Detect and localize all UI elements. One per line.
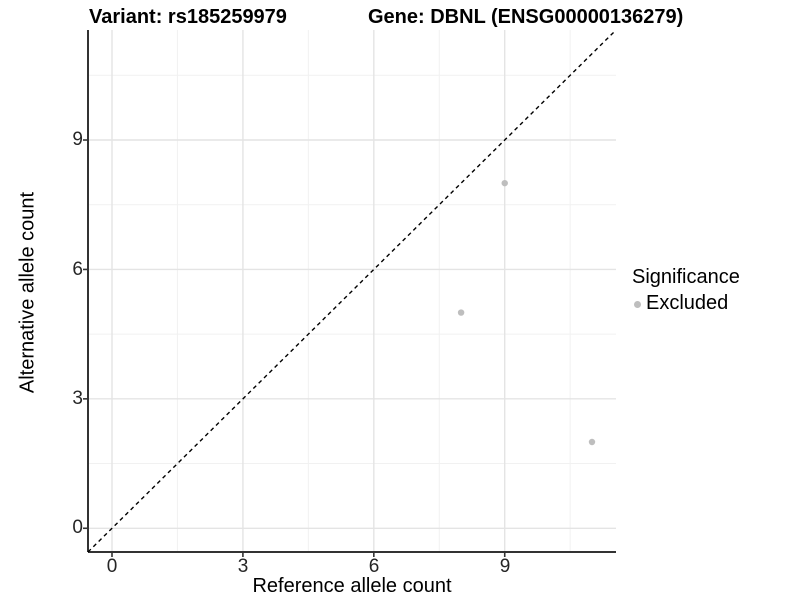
y-tick-label-9: 9 bbox=[72, 129, 83, 150]
data-point bbox=[588, 438, 596, 446]
gene-title: Gene: DBNL (ENSG00000136279) bbox=[368, 6, 684, 28]
identity-line bbox=[87, 29, 617, 553]
y-axis-title: Alternative allele count bbox=[16, 191, 39, 394]
y-tick-label-6: 6 bbox=[72, 259, 83, 280]
x-tick-label-0: 0 bbox=[106, 556, 118, 577]
data-point bbox=[501, 179, 508, 187]
data-point bbox=[457, 309, 465, 316]
legend: Significance Excluded bbox=[632, 266, 740, 315]
y-tick-label-0: 0 bbox=[72, 517, 83, 538]
legend-item-label: Excluded bbox=[646, 292, 729, 314]
y-tick-label-3: 3 bbox=[72, 388, 83, 409]
excluded-dot-icon bbox=[634, 300, 641, 308]
x-tick-label-3: 3 bbox=[237, 556, 249, 577]
x-axis-title: Reference allele count bbox=[252, 575, 452, 597]
x-tick-label-6: 6 bbox=[368, 556, 380, 577]
variant-title: Variant: rs185259979 bbox=[89, 6, 287, 28]
legend-key bbox=[632, 294, 646, 314]
x-tick-label-9: 9 bbox=[499, 556, 511, 577]
legend-item-excluded: Excluded bbox=[632, 292, 740, 315]
legend-title: Significance bbox=[632, 266, 740, 288]
